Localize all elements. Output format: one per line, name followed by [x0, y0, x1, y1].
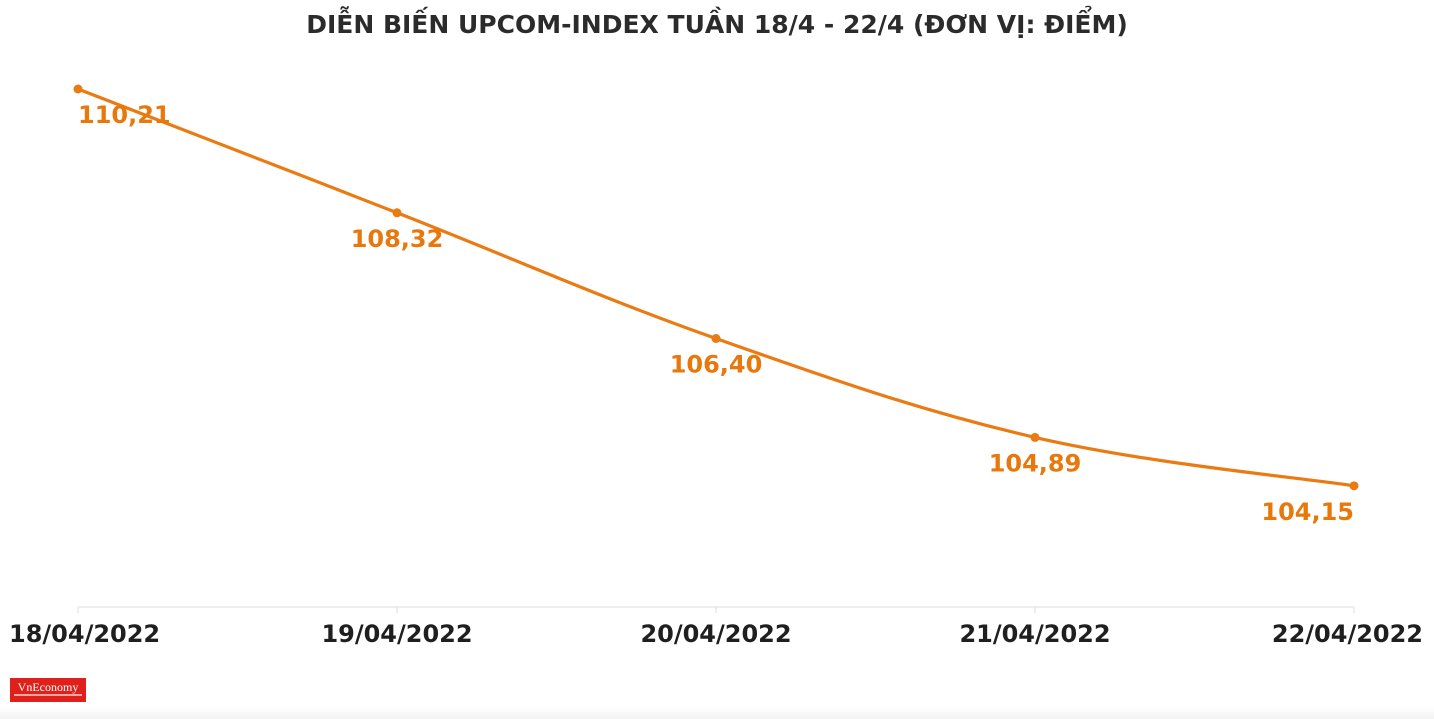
- logo-text: VnEconomy: [17, 680, 79, 694]
- series-line: [76, 87, 1356, 488]
- data-label: 104,89: [989, 449, 1082, 477]
- data-label: 106,40: [670, 351, 763, 379]
- logo-tagline: [14, 694, 82, 696]
- data-point: [1349, 481, 1359, 491]
- x-tick-label: 20/04/2022: [640, 620, 791, 648]
- data-label: 110,21: [78, 101, 171, 129]
- x-tick-label: 22/04/2022: [1272, 620, 1423, 648]
- data-label: 104,15: [1261, 498, 1354, 526]
- data-point: [711, 334, 721, 344]
- data-point: [73, 84, 83, 94]
- data-label: 108,32: [351, 225, 444, 253]
- x-tick-label: 21/04/2022: [959, 620, 1110, 648]
- x-tick-label: 19/04/2022: [321, 620, 472, 648]
- x-tick-label: 18/04/2022: [9, 620, 160, 648]
- data-point: [392, 208, 402, 218]
- chart-title: DIỄN BIẾN UPCOM-INDEX TUẦN 18/4 - 22/4 (…: [306, 10, 1128, 39]
- vneconomy-logo: VnEconomy: [10, 678, 86, 702]
- bottom-fade: [0, 706, 1434, 719]
- data-point: [1030, 432, 1040, 442]
